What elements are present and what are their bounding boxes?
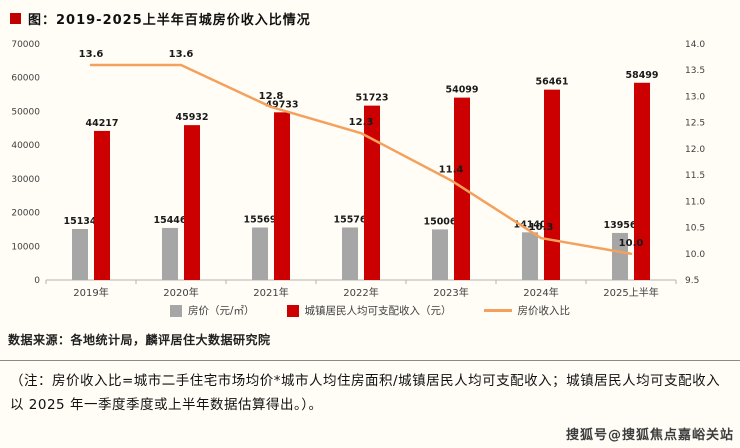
svg-text:2021年: 2021年 bbox=[253, 286, 288, 299]
svg-text:12.0: 12.0 bbox=[685, 145, 705, 155]
svg-text:51723: 51723 bbox=[355, 93, 388, 104]
svg-text:2024年: 2024年 bbox=[523, 286, 558, 299]
svg-text:9.5: 9.5 bbox=[685, 276, 699, 286]
chart-legend: 房价（元/㎡） 城镇居民人均可支配收入（元） 房价收入比 bbox=[0, 303, 740, 318]
svg-text:20000: 20000 bbox=[11, 209, 40, 219]
svg-text:49733: 49733 bbox=[265, 99, 298, 110]
svg-text:10.0: 10.0 bbox=[619, 238, 644, 249]
svg-text:0: 0 bbox=[34, 276, 40, 286]
footnote-text: （注：房价收入比=城市二手住宅市场均价*城市人均住房面积/城镇居民人均可支配收入… bbox=[10, 373, 721, 413]
divider-line bbox=[0, 360, 740, 361]
combo-chart: 0 10000 20000 30000 40000 50000 60000 70000 9.5 1… bbox=[11, 40, 705, 299]
svg-text:15569: 15569 bbox=[243, 215, 276, 226]
legend-swatch-house-price bbox=[169, 304, 182, 317]
svg-text:45932: 45932 bbox=[175, 112, 208, 123]
svg-text:10.0: 10.0 bbox=[685, 250, 705, 260]
svg-text:11.4: 11.4 bbox=[439, 164, 464, 175]
svg-text:2022年: 2022年 bbox=[343, 286, 378, 299]
svg-text:2020年: 2020年 bbox=[163, 286, 198, 299]
svg-text:14.0: 14.0 bbox=[685, 40, 705, 50]
svg-text:15576: 15576 bbox=[333, 214, 366, 225]
legend-line-swatch-ratio bbox=[483, 309, 512, 312]
svg-text:13.5: 13.5 bbox=[685, 66, 705, 76]
figure-title: 图：2019-2025上半年百城房价收入比情况 bbox=[28, 13, 311, 28]
svg-text:11.5: 11.5 bbox=[685, 171, 705, 181]
legend-item-disposable-income: 城镇居民人均可支配收入（元） bbox=[286, 303, 452, 318]
svg-text:15134: 15134 bbox=[63, 216, 96, 227]
svg-text:12.8: 12.8 bbox=[259, 91, 284, 102]
red-square-bullet-icon bbox=[10, 13, 21, 24]
svg-text:15006: 15006 bbox=[423, 216, 456, 227]
svg-text:54099: 54099 bbox=[445, 85, 478, 96]
svg-text:10.3: 10.3 bbox=[529, 222, 554, 233]
svg-text:11.0: 11.0 bbox=[685, 197, 705, 207]
svg-text:12.5: 12.5 bbox=[685, 119, 705, 129]
legend-item-house-price: 房价（元/㎡） bbox=[169, 303, 255, 318]
svg-text:2019年: 2019年 bbox=[73, 286, 108, 299]
svg-text:60000: 60000 bbox=[11, 74, 40, 84]
svg-text:13956: 13956 bbox=[603, 220, 636, 231]
svg-text:2023年: 2023年 bbox=[433, 286, 468, 299]
svg-text:10.5: 10.5 bbox=[685, 224, 705, 234]
legend-label-disposable-income: 城镇居民人均可支配收入（元） bbox=[304, 305, 452, 317]
svg-text:58499: 58499 bbox=[625, 70, 658, 81]
svg-text:2025上半年: 2025上半年 bbox=[603, 286, 658, 299]
svg-text:44217: 44217 bbox=[85, 118, 118, 129]
svg-text:14140: 14140 bbox=[513, 219, 546, 230]
svg-text:70000: 70000 bbox=[11, 40, 40, 50]
svg-text:12.3: 12.3 bbox=[349, 117, 374, 128]
svg-text:30000: 30000 bbox=[11, 175, 40, 185]
data-source-text: 数据来源：各地统计局，麟评居住大数据研究院 bbox=[8, 333, 271, 347]
watermark-text: 搜狐号@搜狐焦点嘉峪关站 bbox=[565, 428, 734, 443]
svg-text:56461: 56461 bbox=[535, 77, 568, 88]
legend-item-ratio: 房价收入比 bbox=[483, 303, 571, 318]
svg-text:13.0: 13.0 bbox=[685, 92, 705, 102]
svg-text:15446: 15446 bbox=[153, 215, 186, 226]
svg-text:40000: 40000 bbox=[11, 141, 40, 151]
svg-text:50000: 50000 bbox=[11, 107, 40, 117]
legend-label-ratio: 房价收入比 bbox=[517, 305, 571, 317]
figure-header: 图：2019-2025上半年百城房价收入比情况 bbox=[0, 0, 740, 28]
svg-text:10000: 10000 bbox=[11, 242, 40, 252]
svg-text:13.6: 13.6 bbox=[169, 49, 194, 60]
svg-text:13.6: 13.6 bbox=[79, 49, 104, 60]
legend-swatch-disposable-income bbox=[286, 304, 299, 317]
legend-label-house-price: 房价（元/㎡） bbox=[187, 305, 255, 317]
